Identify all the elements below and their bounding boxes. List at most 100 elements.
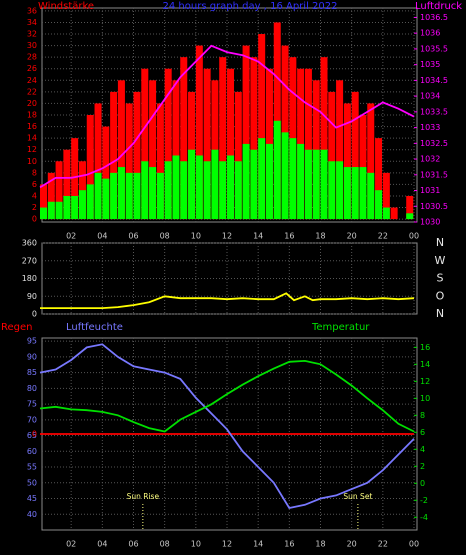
y-tick-label: 26 bbox=[27, 64, 37, 73]
bar bbox=[102, 126, 110, 220]
bar bbox=[55, 161, 63, 220]
bar bbox=[125, 172, 133, 220]
y2-tick-label: 1032 bbox=[420, 155, 440, 164]
x-tick-label: 08 bbox=[160, 540, 170, 549]
compass-label: O bbox=[436, 289, 445, 302]
x-tick-label: 02 bbox=[66, 232, 76, 241]
bar bbox=[304, 149, 312, 220]
y-tick-label: 65 bbox=[27, 431, 37, 440]
bar bbox=[125, 103, 133, 220]
y-tick-label: 90 bbox=[27, 292, 37, 301]
y2-axis-label: Luftdruck bbox=[415, 1, 462, 12]
bar bbox=[367, 172, 375, 220]
bar bbox=[164, 68, 172, 220]
annotation: Sun Rise bbox=[127, 492, 160, 501]
y-axis-label: Luftfeuchte bbox=[66, 322, 123, 333]
y2-tick-label: 14 bbox=[420, 360, 430, 369]
bar bbox=[133, 91, 141, 220]
y-tick-label: 0 bbox=[32, 215, 37, 224]
x-tick-label: 00 bbox=[409, 540, 419, 549]
bar bbox=[297, 143, 305, 220]
y2-tick-label: 1031.5 bbox=[420, 170, 448, 179]
bar bbox=[382, 172, 390, 220]
line bbox=[39, 343, 415, 510]
bar bbox=[304, 68, 312, 220]
chart-title: 24 hours graph day , 16 April 2022 bbox=[163, 1, 338, 12]
x-tick-label: 20 bbox=[347, 232, 357, 241]
bar bbox=[227, 155, 235, 220]
y2-tick-label: -4 bbox=[420, 513, 428, 522]
bar bbox=[63, 149, 71, 220]
x-tick-label: 06 bbox=[128, 540, 138, 549]
compass-label: W bbox=[435, 254, 446, 267]
y2-tick-label: 4 bbox=[420, 445, 425, 454]
y-tick-label: 6 bbox=[32, 180, 37, 189]
bar bbox=[211, 149, 219, 220]
compass-label: S bbox=[437, 272, 444, 285]
bar bbox=[242, 45, 250, 220]
bar bbox=[86, 184, 94, 220]
y2-tick-label: 1036.5 bbox=[420, 13, 448, 22]
bar bbox=[63, 195, 71, 220]
bar bbox=[102, 178, 110, 220]
bar bbox=[40, 184, 48, 220]
compass-label: N bbox=[436, 236, 444, 249]
y2-tick-label: 10 bbox=[420, 394, 430, 403]
y-tick-label: 36 bbox=[27, 6, 37, 15]
y2-tick-label: 1035 bbox=[420, 60, 440, 69]
bar bbox=[94, 103, 102, 220]
bar bbox=[320, 149, 328, 220]
y-tick-label: 10 bbox=[27, 157, 37, 166]
bar bbox=[336, 161, 344, 220]
y2-tick-label: 1030.5 bbox=[420, 202, 448, 211]
y-tick-label: 16 bbox=[27, 122, 37, 131]
bar bbox=[320, 57, 328, 220]
bar bbox=[258, 138, 266, 220]
bar bbox=[195, 45, 203, 220]
bar bbox=[234, 91, 242, 220]
y2-tick-label: 8 bbox=[420, 411, 425, 420]
x-tick-label: 22 bbox=[378, 540, 388, 549]
bar bbox=[149, 80, 157, 220]
bar bbox=[203, 68, 211, 220]
y-tick-label: 270 bbox=[22, 256, 37, 265]
y-tick-label: 50 bbox=[27, 478, 37, 487]
bar bbox=[47, 172, 55, 220]
rain-axis-label: Regen bbox=[1, 322, 33, 333]
y2-tick-label: 1030 bbox=[420, 218, 440, 227]
bar bbox=[242, 143, 250, 220]
rain-tick-label: 0 bbox=[32, 430, 37, 439]
y-tick-label: 70 bbox=[27, 415, 37, 424]
y-tick-label: 14 bbox=[27, 134, 37, 143]
y-tick-label: 75 bbox=[27, 400, 37, 409]
bar bbox=[117, 167, 125, 220]
bar bbox=[71, 138, 79, 220]
bar bbox=[328, 161, 336, 220]
bar bbox=[78, 161, 86, 220]
y-tick-label: 80 bbox=[27, 384, 37, 393]
bar bbox=[250, 57, 258, 220]
bar bbox=[156, 172, 164, 220]
bar bbox=[375, 190, 383, 220]
line bbox=[39, 359, 415, 433]
bar bbox=[382, 207, 390, 220]
y-tick-label: 34 bbox=[27, 18, 37, 27]
bar bbox=[406, 213, 414, 220]
bar bbox=[289, 138, 297, 220]
x-tick-label: 10 bbox=[191, 540, 201, 549]
bar bbox=[164, 161, 172, 220]
annotation: Sun Set bbox=[343, 492, 372, 501]
bar bbox=[149, 167, 157, 220]
y-tick-label: 30 bbox=[27, 41, 37, 50]
x-tick-label: 14 bbox=[253, 540, 263, 549]
bar bbox=[250, 149, 258, 220]
bar bbox=[78, 190, 86, 220]
y-tick-label: 60 bbox=[27, 447, 37, 456]
x-tick-label: 14 bbox=[253, 232, 263, 241]
bar bbox=[351, 91, 359, 220]
bar bbox=[47, 201, 55, 220]
bar bbox=[55, 201, 63, 220]
bar bbox=[336, 80, 344, 220]
bar bbox=[227, 68, 235, 220]
bar bbox=[390, 207, 398, 220]
